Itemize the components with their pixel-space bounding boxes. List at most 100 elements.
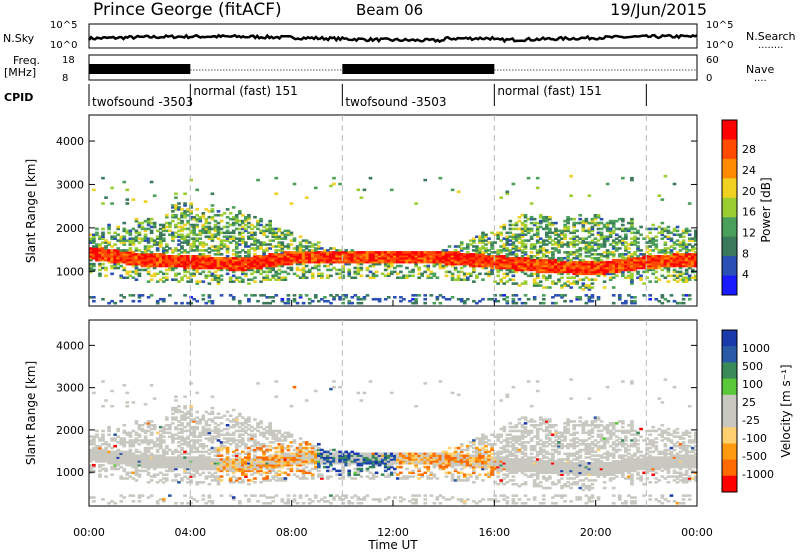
- power-cell: [301, 301, 306, 305]
- power-cell: [286, 251, 291, 254]
- power-cell: [684, 280, 689, 283]
- power-cell: [116, 225, 120, 229]
- velocity-cell: [253, 481, 257, 484]
- power-cell: [566, 225, 570, 229]
- velocity-cell: [122, 441, 127, 444]
- power-cell: [532, 258, 537, 262]
- power-cell: [137, 231, 142, 235]
- power-cell: [566, 221, 570, 225]
- velocity-cell: [192, 444, 196, 448]
- power-cell: [669, 256, 674, 260]
- power-cell: [575, 268, 580, 272]
- power-cell: [98, 251, 102, 254]
- power-cell: [624, 299, 628, 303]
- power-cell: [341, 301, 345, 305]
- power-cell: [298, 276, 303, 280]
- power-cell: [529, 217, 534, 221]
- power-cell: [231, 264, 236, 268]
- power-cell: [554, 301, 558, 305]
- power-cell: [177, 217, 181, 221]
- power-cell: [526, 256, 531, 260]
- power-cell: [517, 297, 522, 301]
- power-cell: [262, 262, 266, 266]
- power-cell: [95, 233, 99, 237]
- power-cell: [168, 221, 172, 225]
- velocity-cell: [186, 465, 190, 469]
- power-cell: [548, 256, 552, 260]
- velocity-cell: [298, 477, 303, 480]
- power-cell: [529, 264, 534, 268]
- power-cell: [116, 266, 120, 270]
- velocity-cell: [125, 458, 130, 461]
- velocity-cell: [143, 460, 148, 463]
- velocity-cell: [268, 463, 272, 467]
- power-cell: [225, 266, 230, 270]
- power-cell: [621, 254, 625, 258]
- power-cell: [259, 231, 263, 235]
- power-cell: [690, 256, 695, 260]
- power-cell: [599, 268, 604, 272]
- power-cell: [122, 237, 127, 240]
- power-cell: [92, 249, 96, 252]
- velocity-cell: [89, 471, 93, 475]
- power-cell: [116, 260, 120, 264]
- power-cell: [614, 258, 619, 262]
- power-cell: [347, 270, 352, 274]
- power-cell: [602, 286, 607, 289]
- power-cell: [207, 294, 212, 297]
- velocity-cell: [231, 465, 236, 469]
- power-cell: [313, 260, 318, 264]
- power-cell: [456, 253, 461, 256]
- power-cell: [590, 221, 595, 225]
- power-cell: [599, 270, 604, 274]
- power-cell: [171, 237, 175, 240]
- power-cell: [189, 204, 193, 207]
- power-cell: [168, 268, 172, 272]
- velocity-cell: [241, 423, 245, 427]
- power-cell: [386, 264, 391, 268]
- power-cell: [687, 229, 692, 233]
- power-cell: [204, 260, 209, 264]
- power-cell: [581, 223, 586, 227]
- power-cell: [104, 258, 108, 262]
- power-cell: [584, 262, 589, 266]
- velocity-cell: [107, 444, 111, 448]
- velocity-cell: [216, 423, 221, 427]
- power-cell: [253, 215, 257, 219]
- velocity-cell: [210, 462, 215, 465]
- velocity-cell: [131, 465, 136, 469]
- velocity-cell: [122, 458, 127, 461]
- power-cell: [216, 225, 221, 229]
- power-cell: [210, 260, 215, 264]
- power-cell: [225, 260, 230, 264]
- velocity-cell: [244, 460, 248, 463]
- power-cell: [195, 239, 200, 242]
- power-cell: [329, 274, 333, 278]
- power-cell: [155, 229, 160, 233]
- velocity-cell: [277, 456, 282, 459]
- power-cell: [481, 235, 485, 239]
- power-cell: [298, 241, 303, 244]
- power-cell: [192, 274, 196, 278]
- power-cell: [554, 227, 558, 231]
- power-cell: [472, 260, 476, 264]
- power-cell: [149, 294, 154, 297]
- velocity-cell: [195, 439, 200, 442]
- power-cell: [593, 256, 598, 260]
- power-cell: [137, 296, 142, 299]
- power-cell: [219, 243, 224, 246]
- velocity-cell: [189, 406, 193, 410]
- power-cell: [672, 182, 677, 186]
- power-cell: [383, 262, 388, 266]
- power-cell: [520, 251, 525, 254]
- velocity-cell: [101, 437, 105, 440]
- power-cell: [216, 221, 221, 225]
- power-cell: [669, 231, 674, 235]
- velocity-cell: [119, 475, 124, 478]
- power-cell: [338, 182, 342, 186]
- velocity-cell: [277, 444, 282, 448]
- power-cell: [517, 235, 522, 239]
- power-cell: [323, 260, 327, 264]
- velocity-cell: [259, 473, 263, 476]
- power-cell: [292, 251, 297, 254]
